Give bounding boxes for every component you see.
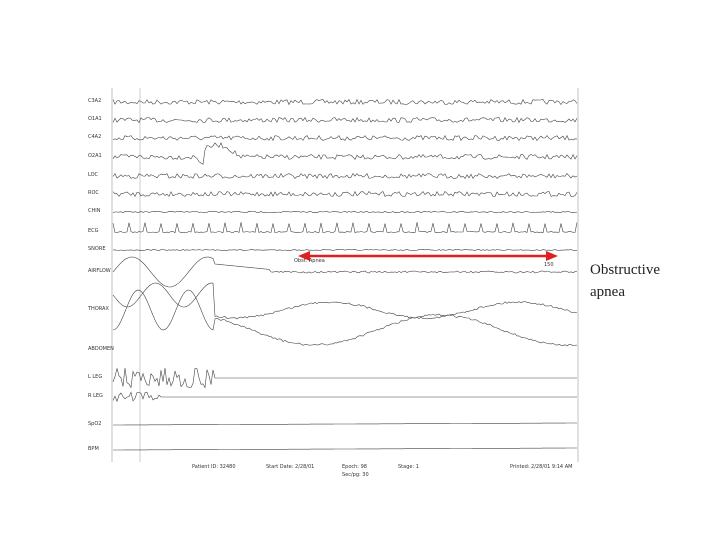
waveform	[112, 142, 578, 165]
waveform	[113, 447, 577, 451]
footer-text: Start Date: 2/28/01	[266, 464, 314, 470]
waveform	[112, 282, 578, 320]
channel-label: THORAX	[87, 306, 109, 312]
waveform	[112, 98, 578, 106]
channel-label: ABDOMEN	[88, 346, 114, 352]
channel-label: BPM	[88, 446, 99, 452]
footer-text: Sec/pg: 30	[342, 472, 369, 478]
waveform	[112, 116, 578, 124]
waveform	[112, 222, 578, 234]
channel-label: O2A1	[88, 153, 102, 159]
footer-text: Epoch: 98	[342, 464, 367, 470]
channel-label: L LEG	[88, 374, 102, 380]
waveform	[112, 256, 578, 288]
channel-label: ECG	[88, 228, 99, 234]
channel-label: C3A2	[88, 98, 101, 104]
footer-text: Stage: 1	[398, 464, 419, 470]
traces: C3A2 O1A1 C4A2 O2A1 LOC ROC CHIN ECG SNORE AIRFLO…	[87, 98, 578, 452]
channel-label: SNORE	[88, 246, 105, 252]
waveform	[112, 190, 578, 198]
event-label: Obst. Apnea	[294, 258, 325, 264]
footer-text: Printed: 2/28/01 9:14 AM	[510, 464, 572, 470]
channel-label: AIRFLOW	[88, 268, 111, 274]
waveform	[113, 422, 577, 426]
waveform	[112, 134, 578, 142]
footer-text: Patient ID: 32480	[192, 464, 236, 470]
arrow-head-right	[546, 251, 558, 261]
channel-label: ROC	[88, 190, 99, 196]
event-duration: 150	[544, 262, 554, 268]
waveform	[112, 210, 578, 214]
channel-label: LOC	[88, 172, 99, 178]
channel-label: O1A1	[88, 116, 102, 122]
waveform	[112, 391, 577, 403]
channel-label: SpO2	[88, 421, 101, 427]
caption: Obstructive	[590, 262, 660, 278]
waveform	[112, 172, 578, 180]
channel-label: R LEG	[88, 393, 103, 399]
arrow-head-left	[298, 251, 310, 261]
waveform	[112, 289, 578, 347]
channel-label: CHIN	[88, 208, 101, 214]
waveform	[112, 367, 577, 389]
caption: apnea	[590, 284, 625, 300]
channel-label: C4A2	[88, 134, 101, 140]
waveform	[112, 249, 577, 251]
